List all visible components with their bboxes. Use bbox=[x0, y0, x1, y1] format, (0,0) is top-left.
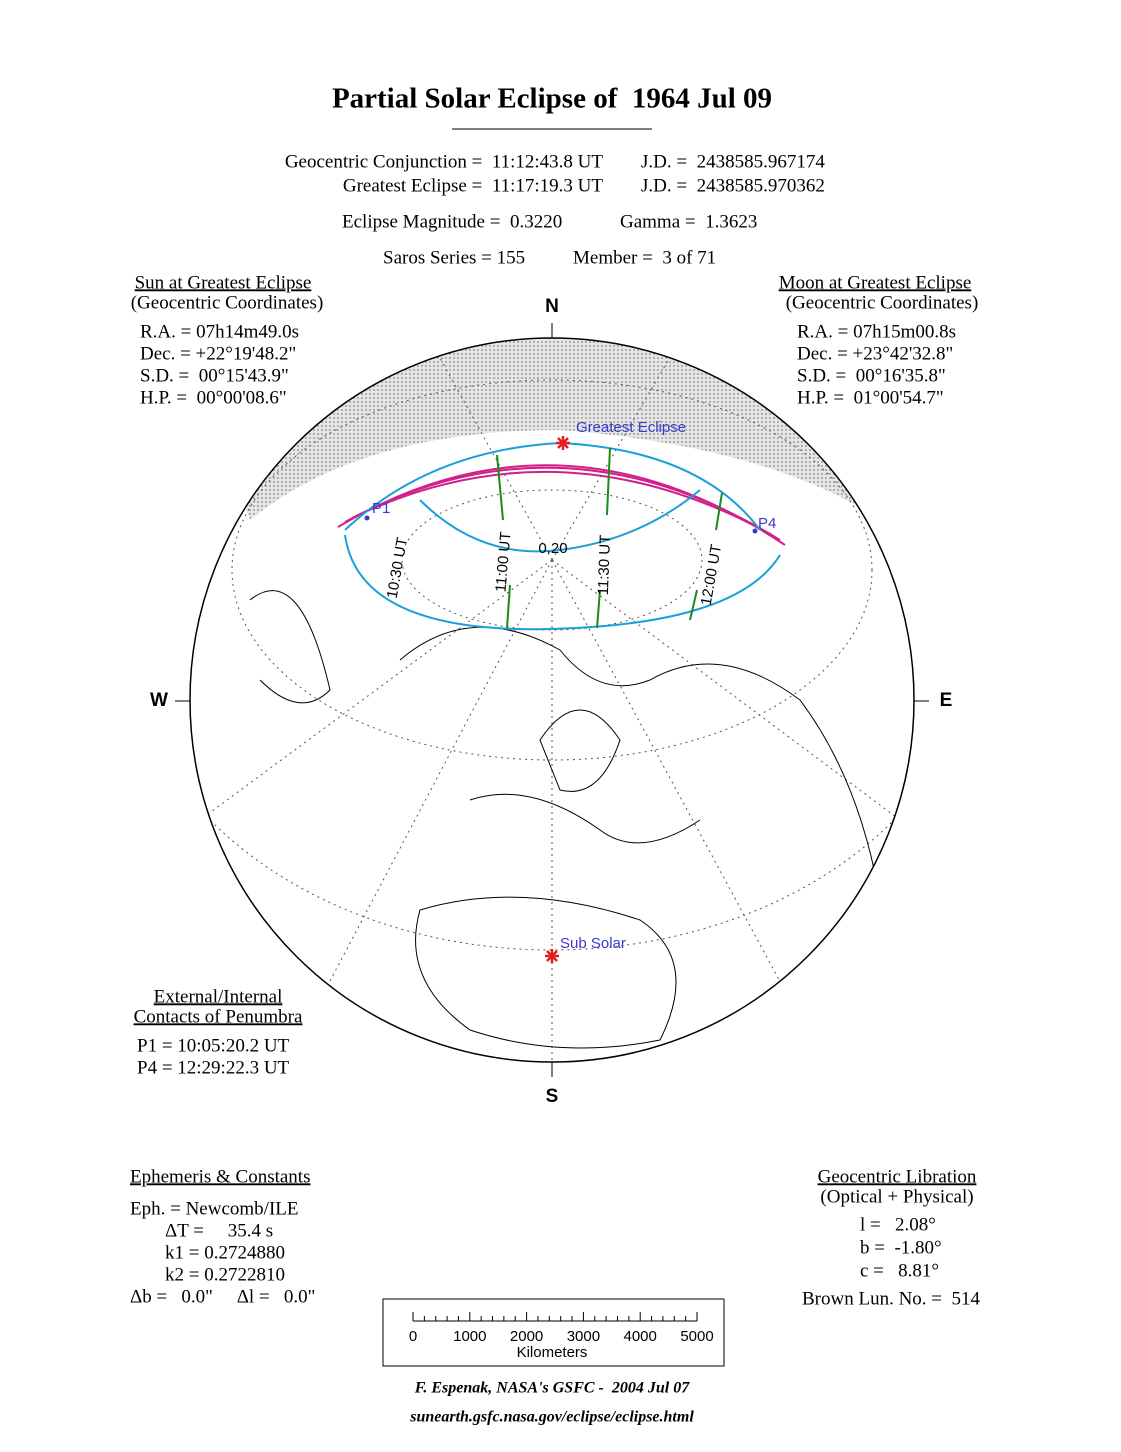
contact-points bbox=[364, 515, 758, 534]
greatest-jd: J.D. = 2438585.970362 bbox=[641, 175, 825, 196]
libration-line: c = 8.81° bbox=[860, 1260, 939, 1281]
time-label: 11:00 UT bbox=[492, 531, 514, 593]
scale-label: 4000 bbox=[624, 1328, 657, 1345]
sun-subheading: (Geocentric Coordinates) bbox=[131, 292, 324, 313]
member: Member = 3 of 71 bbox=[573, 247, 716, 268]
north: N bbox=[545, 296, 559, 317]
ephemeris-line: Eph. = Newcomb/ILE bbox=[130, 1198, 298, 1219]
credit: F. Espenak, NASA's GSFC - 2004 Jul 07 bbox=[414, 1380, 690, 1397]
magnitude: Eclipse Magnitude = 0.3220 bbox=[342, 211, 562, 232]
scale-unit: Kilometers bbox=[517, 1344, 588, 1361]
magnitude-label: 0.20 bbox=[538, 540, 567, 557]
south: S bbox=[546, 1086, 559, 1107]
time-label: 11:30 UT bbox=[595, 534, 614, 595]
conjunction: Geocentric Conjunction = 11:12:43.8 UT bbox=[285, 151, 604, 172]
sun-heading: Sun at Greatest Eclipse bbox=[135, 272, 312, 293]
brown-number: Brown Lun. No. = 514 bbox=[802, 1288, 981, 1309]
url: sunearth.gsfc.nasa.gov/eclipse/eclipse.h… bbox=[409, 1409, 694, 1426]
contacts-heading: External/Internal bbox=[154, 986, 283, 1007]
libration-heading: Geocentric Libration bbox=[818, 1166, 977, 1187]
subsolar-label: Sub Solar bbox=[560, 935, 626, 952]
coastlines bbox=[249, 590, 881, 1049]
ephemeris-line: Δb = 0.0" Δl = 0.0" bbox=[130, 1286, 315, 1307]
saros: Saros Series = 155 bbox=[383, 247, 525, 268]
west: W bbox=[150, 690, 168, 711]
conjunction-jd: J.D. = 2438585.967174 bbox=[641, 151, 825, 172]
contact-line: P1 = 10:05:20.2 UT bbox=[137, 1035, 290, 1056]
scale-box bbox=[382, 1298, 725, 1367]
scale-label: 1000 bbox=[453, 1328, 486, 1345]
scale-label: 0 bbox=[409, 1328, 417, 1345]
sun-line: S.D. = 00°15'43.9" bbox=[140, 365, 289, 386]
contacts-heading: Contacts of Penumbra bbox=[134, 1006, 303, 1027]
libration-subheading: (Optical + Physical) bbox=[820, 1186, 973, 1207]
moon-line: R.A. = 07h15m00.8s bbox=[797, 321, 956, 342]
greatest-eclipse: Greatest Eclipse = 11:17:19.3 UT bbox=[343, 175, 604, 196]
contact-line: P4 = 12:29:22.3 UT bbox=[137, 1057, 290, 1078]
eclipse-curves bbox=[337, 441, 786, 631]
scale-label: 5000 bbox=[680, 1328, 713, 1345]
gamma: Gamma = 1.3623 bbox=[620, 211, 757, 232]
scale-label: 3000 bbox=[567, 1328, 600, 1345]
p1-label: P1 bbox=[372, 500, 390, 517]
sun-line: R.A. = 07h14m49.0s bbox=[140, 321, 299, 342]
title: Partial Solar Eclipse of 1964 Jul 09 bbox=[332, 83, 772, 115]
ephemeris-line: ΔT = 35.4 s bbox=[165, 1220, 273, 1241]
moon-heading: Moon at Greatest Eclipse bbox=[779, 272, 972, 293]
graticule bbox=[190, 338, 914, 1062]
moon-line: H.P. = 01°00'54.7" bbox=[797, 387, 944, 408]
markers bbox=[545, 436, 570, 963]
compass-ticks bbox=[175, 323, 929, 1077]
moon-line: S.D. = 00°16'35.8" bbox=[797, 365, 946, 386]
east: E bbox=[940, 690, 953, 711]
moon-subheading: (Geocentric Coordinates) bbox=[786, 292, 979, 313]
libration-line: b = -1.80° bbox=[860, 1237, 942, 1258]
ephemeris-line: k2 = 0.2722810 bbox=[165, 1264, 285, 1285]
ephemeris-heading: Ephemeris & Constants bbox=[130, 1166, 310, 1187]
time-label: 12:00 UT bbox=[698, 543, 725, 607]
time-label: 10:30 UT bbox=[384, 536, 411, 600]
sun-line: Dec. = +22°19'48.2" bbox=[140, 343, 296, 364]
sun-line: H.P. = 00°00'08.6" bbox=[140, 387, 287, 408]
scale-label: 2000 bbox=[510, 1328, 543, 1345]
moon-line: Dec. = +23°42'32.8" bbox=[797, 343, 953, 364]
ephemeris-line: k1 = 0.2724880 bbox=[165, 1242, 285, 1263]
p4-label: P4 bbox=[758, 515, 776, 532]
greatest-label: Greatest Eclipse bbox=[576, 419, 686, 436]
libration-line: l = 2.08° bbox=[860, 1214, 936, 1235]
